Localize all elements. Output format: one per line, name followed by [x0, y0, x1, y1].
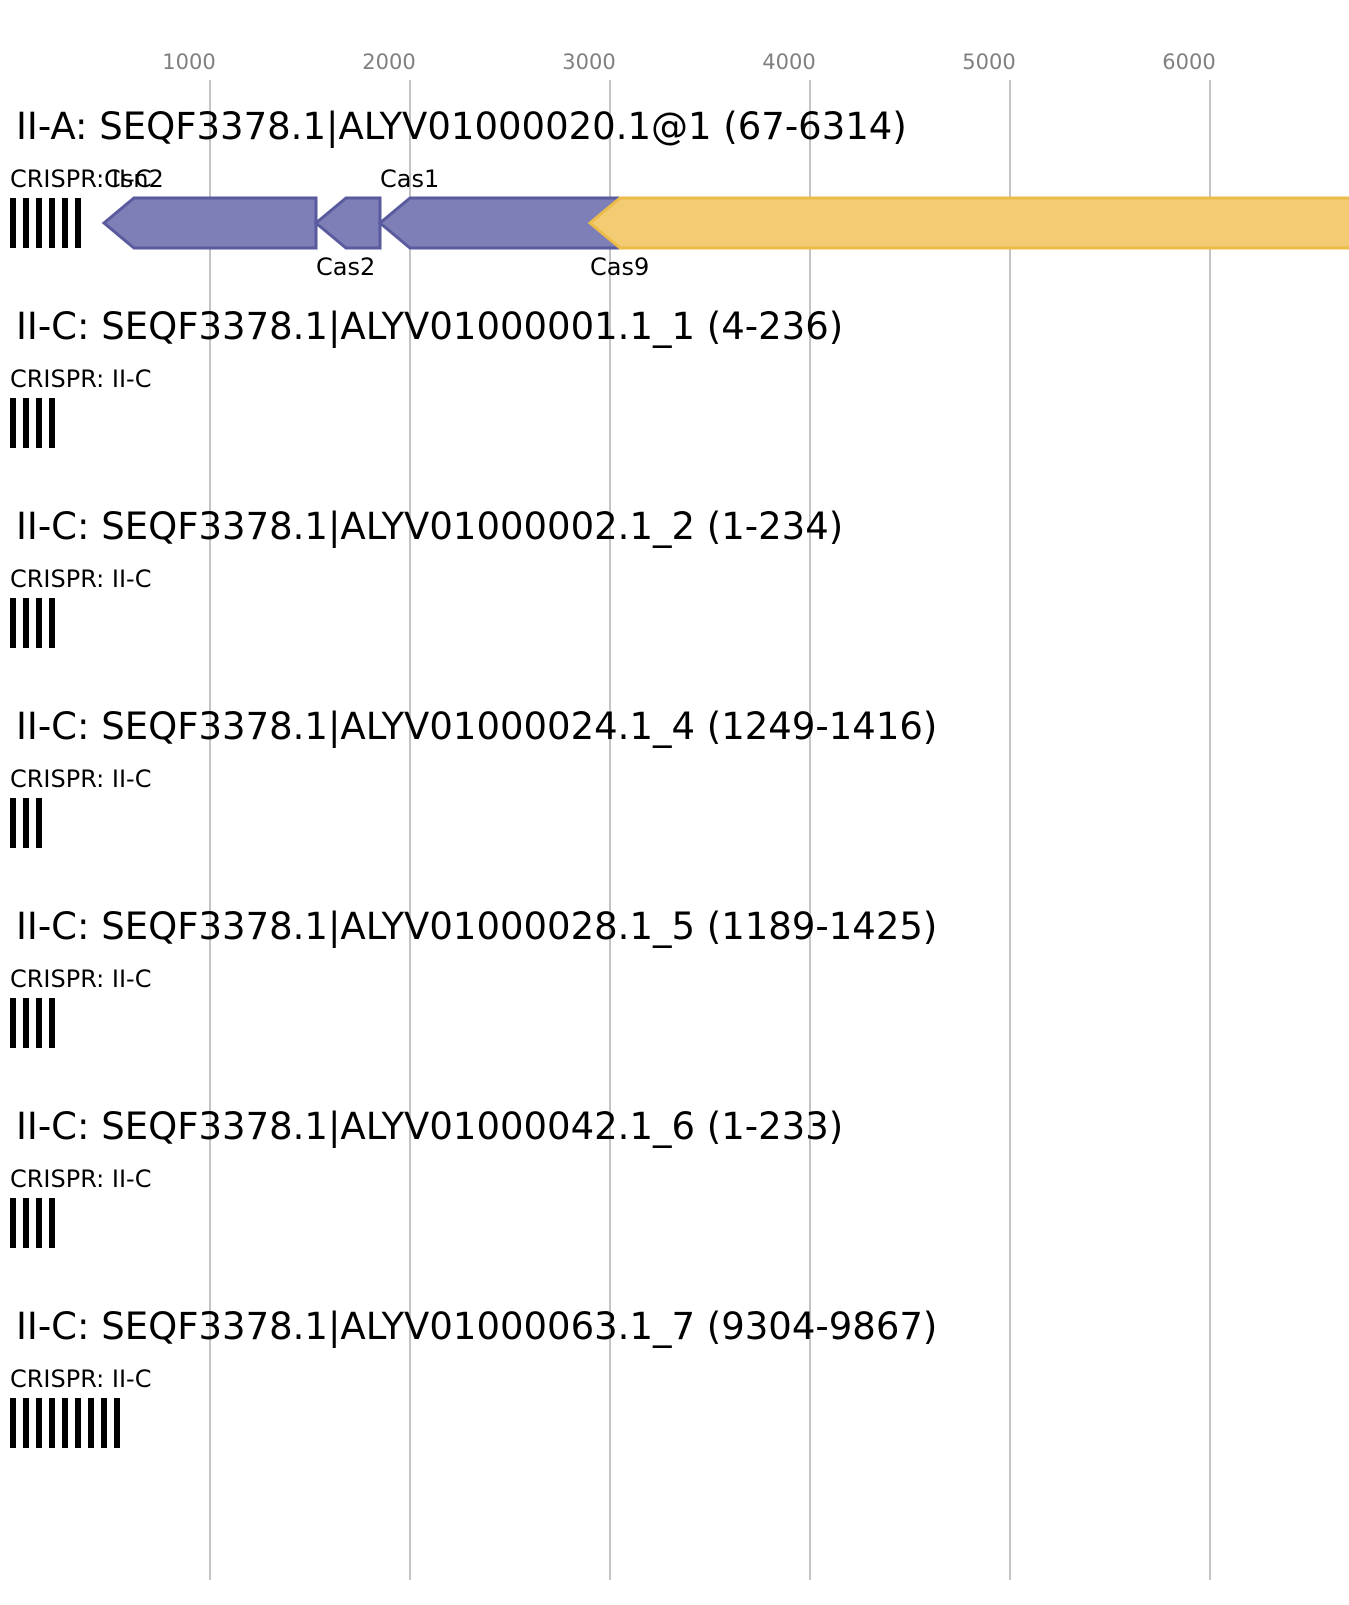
crispr-repeat — [36, 798, 42, 848]
crispr-repeat — [75, 198, 81, 248]
crispr-repeat — [36, 998, 42, 1048]
locus-title: II-A: SEQF3378.1|ALYV01000020.1@1 (67-63… — [16, 105, 907, 148]
crispr-label: CRISPR: II-C — [10, 365, 151, 393]
gene-arrow-cas9 — [587, 196, 1349, 250]
locus-track: II-A: SEQF3378.1|ALYV01000020.1@1 (67-63… — [10, 105, 1349, 281]
crispr-repeat — [49, 1198, 55, 1248]
crispr-repeat — [10, 398, 16, 448]
locus-track: II-C: SEQF3378.1|ALYV01000028.1_5 (1189-… — [10, 905, 937, 1048]
gene-label-cas2: Cas2 — [316, 253, 375, 281]
crispr-label: CRISPR: II-C — [10, 565, 151, 593]
tick-label: 5000 — [962, 50, 1015, 74]
crispr-repeat — [36, 1198, 42, 1248]
crispr-repeat — [49, 398, 55, 448]
crispr-repeat — [36, 1398, 42, 1448]
crispr-repeat — [49, 998, 55, 1048]
tick-label: 3000 — [562, 50, 615, 74]
locus-title: II-C: SEQF3378.1|ALYV01000028.1_5 (1189-… — [16, 905, 937, 948]
crispr-array — [10, 998, 55, 1048]
crispr-repeat — [10, 598, 16, 648]
crispr-label: CRISPR: II-C — [10, 765, 151, 793]
crispr-repeat — [114, 1398, 120, 1448]
crispr-array — [10, 798, 42, 848]
locus-title: II-C: SEQF3378.1|ALYV01000001.1_1 (4-236… — [16, 305, 843, 348]
crispr-repeat — [23, 1398, 29, 1448]
crispr-repeat — [101, 1398, 107, 1448]
gridlines — [209, 80, 1211, 1580]
crispr-repeat — [88, 1398, 94, 1448]
crispr-repeat — [10, 798, 16, 848]
gene-arrow-cas2 — [313, 196, 382, 250]
locus-track: II-C: SEQF3378.1|ALYV01000002.1_2 (1-234… — [10, 505, 843, 648]
tick-label: 2000 — [362, 50, 415, 74]
crispr-repeat — [23, 1198, 29, 1248]
crispr-label: CRISPR: II-C — [10, 165, 151, 193]
crispr-label: CRISPR: II-C — [10, 1165, 151, 1193]
locus-title: II-C: SEQF3378.1|ALYV01000042.1_6 (1-233… — [16, 1105, 843, 1148]
locus-track: II-C: SEQF3378.1|ALYV01000042.1_6 (1-233… — [10, 1105, 843, 1248]
crispr-repeat — [10, 1398, 16, 1448]
crispr-repeat — [10, 198, 16, 248]
loci: II-A: SEQF3378.1|ALYV01000020.1@1 (67-63… — [10, 105, 1349, 1448]
crispr-array — [10, 1198, 55, 1248]
gene-label-csn2: Csn2 — [104, 165, 164, 193]
crispr-repeat — [10, 1198, 16, 1248]
locus-track: II-C: SEQF3378.1|ALYV01000024.1_4 (1249-… — [10, 705, 937, 848]
locus-track: II-C: SEQF3378.1|ALYV01000063.1_7 (9304-… — [10, 1305, 937, 1448]
locus-title: II-C: SEQF3378.1|ALYV01000024.1_4 (1249-… — [16, 705, 937, 748]
gene-arrow-csn2 — [101, 196, 318, 250]
crispr-repeat — [23, 198, 29, 248]
crispr-repeat — [23, 798, 29, 848]
tick-label: 1000 — [162, 50, 215, 74]
crispr-repeat — [36, 198, 42, 248]
crispr-repeat — [36, 598, 42, 648]
crispr-repeat — [23, 398, 29, 448]
axis-ticks: 1000 2000 3000 4000 5000 6000 — [162, 50, 1215, 74]
crispr-repeat — [23, 598, 29, 648]
crispr-array — [10, 598, 55, 648]
locus-track: II-C: SEQF3378.1|ALYV01000001.1_1 (4-236… — [10, 305, 843, 448]
crispr-repeat — [49, 598, 55, 648]
crispr-repeat — [23, 998, 29, 1048]
locus-title: II-C: SEQF3378.1|ALYV01000002.1_2 (1-234… — [16, 505, 843, 548]
tick-label: 4000 — [762, 50, 815, 74]
crispr-repeat — [10, 998, 16, 1048]
tick-label: 6000 — [1162, 50, 1215, 74]
crispr-repeat — [75, 1398, 81, 1448]
locus-title: II-C: SEQF3378.1|ALYV01000063.1_7 (9304-… — [16, 1305, 937, 1348]
crispr-array — [10, 198, 81, 248]
crispr-repeat — [62, 1398, 68, 1448]
crispr-repeat — [49, 198, 55, 248]
crispr-repeat — [36, 398, 42, 448]
crispr-repeat — [62, 198, 68, 248]
gene-label-cas1: Cas1 — [380, 165, 439, 193]
gene-label-cas9: Cas9 — [590, 253, 649, 281]
crispr-array — [10, 398, 55, 448]
crispr-label: CRISPR: II-C — [10, 965, 151, 993]
crispr-array — [10, 1398, 120, 1448]
crispr-label: CRISPR: II-C — [10, 1365, 151, 1393]
crispr-repeat — [49, 1398, 55, 1448]
